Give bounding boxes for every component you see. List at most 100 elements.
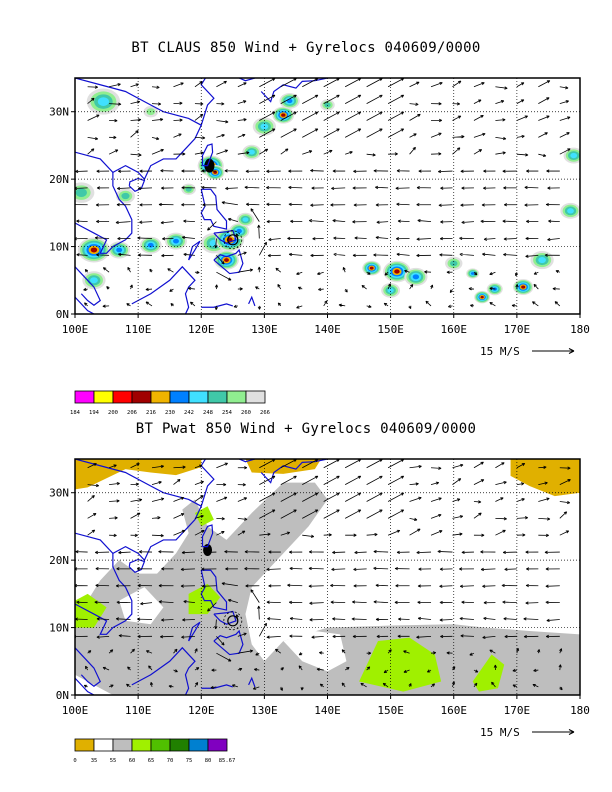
wind-arrow	[397, 634, 410, 638]
wind-arrow	[288, 600, 303, 605]
colorbar-swatch	[150, 738, 171, 752]
panel-1-title: BT CLAUS 850 Wind + Gyrelocs 040609/0000	[131, 40, 481, 56]
wind-arrow	[503, 237, 517, 241]
wind-arrow	[489, 649, 496, 654]
wind-arrow	[202, 203, 217, 207]
wind-arrow	[430, 530, 443, 536]
wind-arrow	[376, 220, 389, 224]
wind-arrow	[201, 169, 217, 173]
wind-arrow	[151, 497, 165, 502]
lon-label: 150E	[377, 323, 404, 336]
wind-arrow	[538, 115, 550, 121]
wind-arrow	[151, 136, 160, 141]
wind-arrow	[338, 303, 346, 307]
lat-label: 30N	[49, 106, 69, 119]
wind-arrow	[376, 634, 389, 639]
wind-arrow	[233, 304, 238, 308]
wind-arrow	[245, 584, 260, 588]
wind-arrow	[375, 185, 389, 190]
wind-arrow	[302, 509, 319, 519]
wind-arrow	[417, 600, 432, 604]
wind-arrow	[189, 301, 196, 307]
wind-arrow	[151, 102, 162, 106]
wind-arrow	[298, 665, 303, 671]
wind-arrow	[237, 517, 248, 521]
coastline	[75, 459, 215, 508]
wind-arrow	[430, 513, 442, 519]
wind-arrow	[224, 550, 238, 554]
wind-arrow	[537, 649, 541, 654]
wind-arrow	[136, 567, 153, 571]
wind-arrow	[84, 302, 88, 307]
wind-arrow	[259, 475, 276, 485]
lat-label: 20N	[49, 173, 69, 186]
wind-arrow	[523, 634, 539, 639]
wind-arrow	[440, 186, 453, 190]
wind-arrow	[201, 567, 217, 571]
wind-arrow	[440, 634, 453, 639]
cloud-cell	[521, 285, 526, 289]
wind-arrow	[546, 169, 560, 173]
wind-arrow	[403, 669, 410, 673]
wind-arrow	[194, 530, 205, 536]
wind-arrow	[183, 219, 195, 223]
wind-arrow	[267, 253, 281, 258]
wind-arrow	[302, 534, 315, 538]
wind-arrow	[173, 133, 182, 138]
lon-label: 100E	[62, 323, 89, 336]
wind-arrow	[137, 253, 153, 257]
wind-arrow	[468, 287, 474, 291]
lat-label: 10N	[49, 622, 69, 635]
colorbar-label: 206	[127, 410, 137, 416]
cloud-cell	[394, 269, 400, 274]
wind-arrow	[438, 203, 453, 207]
wind-arrow	[461, 220, 474, 224]
wind-arrow	[289, 616, 303, 621]
wind-arrow	[480, 550, 496, 554]
wind-arrow	[108, 83, 121, 88]
wind-arrow	[366, 304, 372, 309]
colorbar-label: 80	[205, 758, 212, 764]
colorbar-label: 200	[108, 410, 118, 416]
wind-arrow	[375, 583, 389, 587]
wind-arrow	[323, 111, 340, 121]
wind-arrow	[344, 475, 362, 485]
wind-arrow	[430, 284, 434, 290]
wind-arrow	[545, 567, 560, 571]
colorbar-swatch	[74, 390, 95, 404]
wind-arrow	[280, 148, 289, 155]
wind-arrow	[87, 148, 95, 155]
wind-arrow	[151, 464, 164, 469]
wind-arrow	[151, 85, 160, 89]
wind-arrow	[504, 634, 517, 639]
wind-arrow	[395, 237, 410, 241]
wind-arrow	[409, 482, 419, 486]
wind-arrow	[106, 286, 110, 290]
wind-arrow	[173, 648, 178, 654]
wind-arrow	[473, 132, 486, 138]
wind-arrow	[139, 550, 153, 554]
wind-arrow	[502, 600, 517, 604]
colorbar-label: 260	[241, 410, 251, 416]
wind-arrow	[396, 169, 410, 173]
wind-arrow	[452, 666, 456, 671]
wind-arrow	[237, 100, 247, 105]
wind-arrow	[525, 583, 539, 588]
wind-arrow	[237, 649, 254, 654]
wind-arrow	[194, 682, 199, 688]
wind-arrow	[373, 600, 389, 604]
wind-arrow	[168, 684, 174, 689]
colorbar-label: 266	[260, 410, 270, 416]
wind-arrow	[310, 169, 324, 173]
wind-arrow	[538, 497, 550, 502]
cloud-cell	[480, 295, 484, 299]
lon-label: 160E	[441, 704, 468, 717]
wind-arrow	[430, 481, 440, 486]
wind-arrow	[459, 236, 474, 240]
wind-arrow	[354, 236, 367, 240]
wind-arrow	[439, 253, 453, 257]
wind-arrow	[480, 219, 496, 224]
wind-arrow	[544, 253, 560, 257]
wind-arrow	[559, 530, 570, 536]
wind-arrow	[473, 500, 482, 504]
